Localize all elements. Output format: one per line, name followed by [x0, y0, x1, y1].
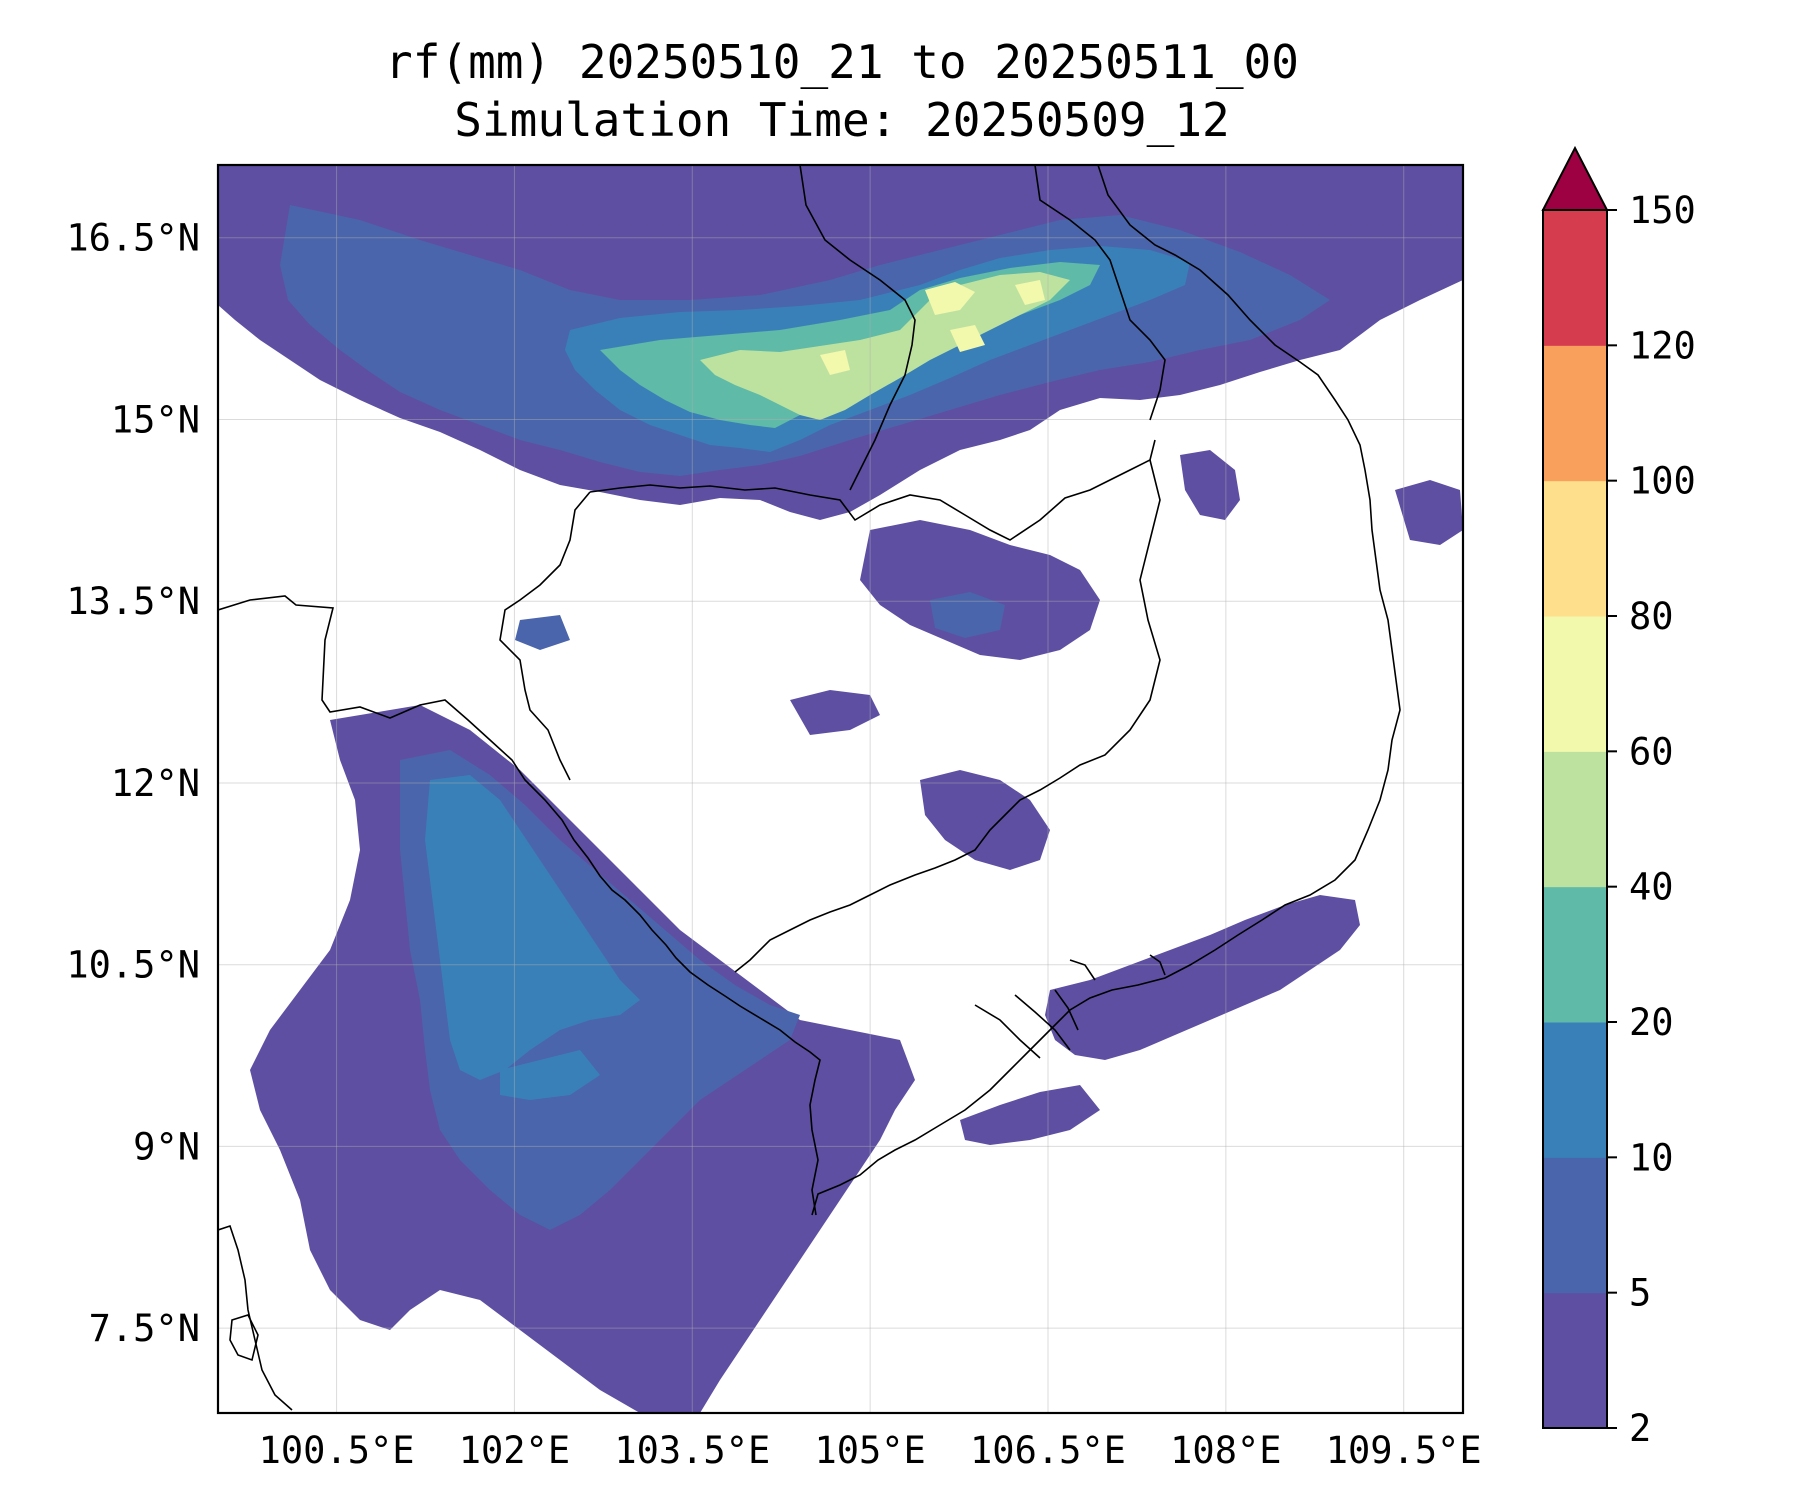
mekong-distributary-1: [974, 1004, 1041, 1059]
map-area: [218, 165, 1463, 1413]
lat-tick-label: 15°N: [111, 398, 200, 441]
colorbar-tick-label: 10: [1629, 1136, 1674, 1179]
coastline-island: [229, 1314, 259, 1362]
coastline-bay-1: [1069, 959, 1096, 981]
lon-tick-label: 102°E: [459, 1429, 570, 1472]
gridlines: [218, 165, 1463, 1413]
border-cambodia-vietnam: [734, 459, 1161, 973]
coastline-vietnam: [811, 165, 1401, 1216]
rain-contour-mekong-delta-level-1: [960, 895, 1360, 1145]
lat-tick-label: 12°N: [111, 762, 200, 805]
lon-tick-label: 103.5°E: [614, 1429, 770, 1472]
coastlines-borders: [218, 165, 1401, 1411]
lat-tick-label: 13.5°N: [66, 580, 200, 623]
longitude-ticks: 100.5°E 102°E 103.5°E 105°E 106.5°E 108°E 109.…: [259, 1429, 1482, 1472]
map-frame: [216, 163, 1465, 1415]
colorbar-segment: [1543, 1022, 1607, 1158]
lon-tick-label: 105°E: [814, 1429, 925, 1472]
rain-contour-north-peak-level-6: [820, 280, 1045, 375]
rain-contour-gulf-core-level-3: [425, 775, 640, 1100]
mekong-distributary-2: [1014, 994, 1071, 1051]
coastline-peninsula: [218, 1224, 293, 1411]
lat-tick-label: 16.5°N: [66, 217, 200, 260]
colorbar-tick-label: 40: [1629, 866, 1674, 909]
colorbar-tick-label: 20: [1629, 1001, 1674, 1044]
rainfall-contours: [218, 165, 1463, 1413]
lon-tick-label: 109.5°E: [1326, 1429, 1482, 1472]
colorbar-tick-label: 2: [1629, 1407, 1651, 1450]
colorbar-tick-label: 60: [1629, 730, 1674, 773]
latitude-ticks: 16.5°N 15°N 13.5°N 12°N 10.5°N 9°N 7.5°N: [66, 217, 200, 1350]
rain-contour-central-patches-level-1: [790, 450, 1463, 870]
colorbar-frame: [1542, 209, 1608, 1429]
map-title-line-2: Simulation Time: 20250509_12: [454, 93, 1229, 147]
coastline-bay-2: [1149, 954, 1166, 976]
lon-tick-label: 106.5°E: [970, 1429, 1126, 1472]
lat-tick-label: 9°N: [133, 1125, 200, 1168]
rain-contour-north-peak-level-5: [700, 272, 1070, 420]
lon-tick-label: 100.5°E: [259, 1429, 415, 1472]
border-laos-thailand: [799, 165, 916, 491]
colorbar-tick-label: 80: [1629, 595, 1674, 638]
colorbar-segment: [1543, 345, 1607, 482]
colorbar-segment: [1543, 480, 1607, 617]
colorbar-tick-label: 120: [1629, 324, 1696, 367]
colorbar-extend-arrow: [1541, 145, 1609, 211]
lon-tick-label: 108°E: [1170, 1429, 1281, 1472]
coastline-gulf: [218, 595, 821, 1216]
colorbar-segment: [1543, 1292, 1607, 1429]
map-title-line-1: rf(mm) 20250510_21 to 20250511_00: [385, 35, 1299, 89]
rain-contour-central-patches-level-2: [515, 592, 1005, 650]
lat-tick-label: 7.5°N: [89, 1307, 200, 1350]
colorbar-segment: [1543, 886, 1607, 1023]
colorbar-segment: [1543, 1157, 1607, 1294]
border-cambodia-thailand: [499, 491, 591, 781]
colorbar-tick-label: 5: [1629, 1272, 1651, 1315]
border-laos-vietnam: [1034, 165, 1166, 421]
colorbar-tick-label: 100: [1629, 460, 1696, 503]
colorbar: 2 5 10 20 40 60 80 100 120 150: [1541, 145, 1696, 1450]
lat-tick-label: 10.5°N: [66, 944, 200, 987]
mekong-distributary-3: [1054, 989, 1079, 1031]
border-cambodia-north: [589, 439, 1156, 541]
colorbar-tick-label: 150: [1629, 189, 1696, 232]
colorbar-segment: [1543, 751, 1607, 888]
colorbar-segment: [1543, 210, 1607, 346]
colorbar-segment: [1543, 616, 1607, 752]
